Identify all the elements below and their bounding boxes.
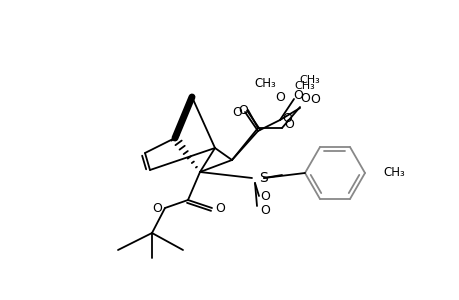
Text: O: O bbox=[274, 91, 284, 103]
Text: O: O bbox=[259, 205, 269, 218]
Text: S: S bbox=[258, 171, 267, 185]
Text: O: O bbox=[238, 103, 247, 116]
Text: O: O bbox=[259, 190, 269, 202]
Text: O: O bbox=[215, 202, 224, 214]
Text: O: O bbox=[231, 106, 241, 118]
Text: CH₃: CH₃ bbox=[382, 167, 404, 179]
Text: O: O bbox=[299, 92, 309, 104]
Text: CH₃: CH₃ bbox=[299, 75, 319, 85]
Text: CH₃: CH₃ bbox=[253, 76, 275, 89]
Text: O: O bbox=[152, 202, 162, 214]
Text: O: O bbox=[281, 112, 291, 124]
Text: O: O bbox=[284, 118, 293, 131]
Text: O: O bbox=[292, 88, 302, 101]
Text: CH₃: CH₃ bbox=[294, 81, 315, 91]
Text: O: O bbox=[309, 92, 319, 106]
